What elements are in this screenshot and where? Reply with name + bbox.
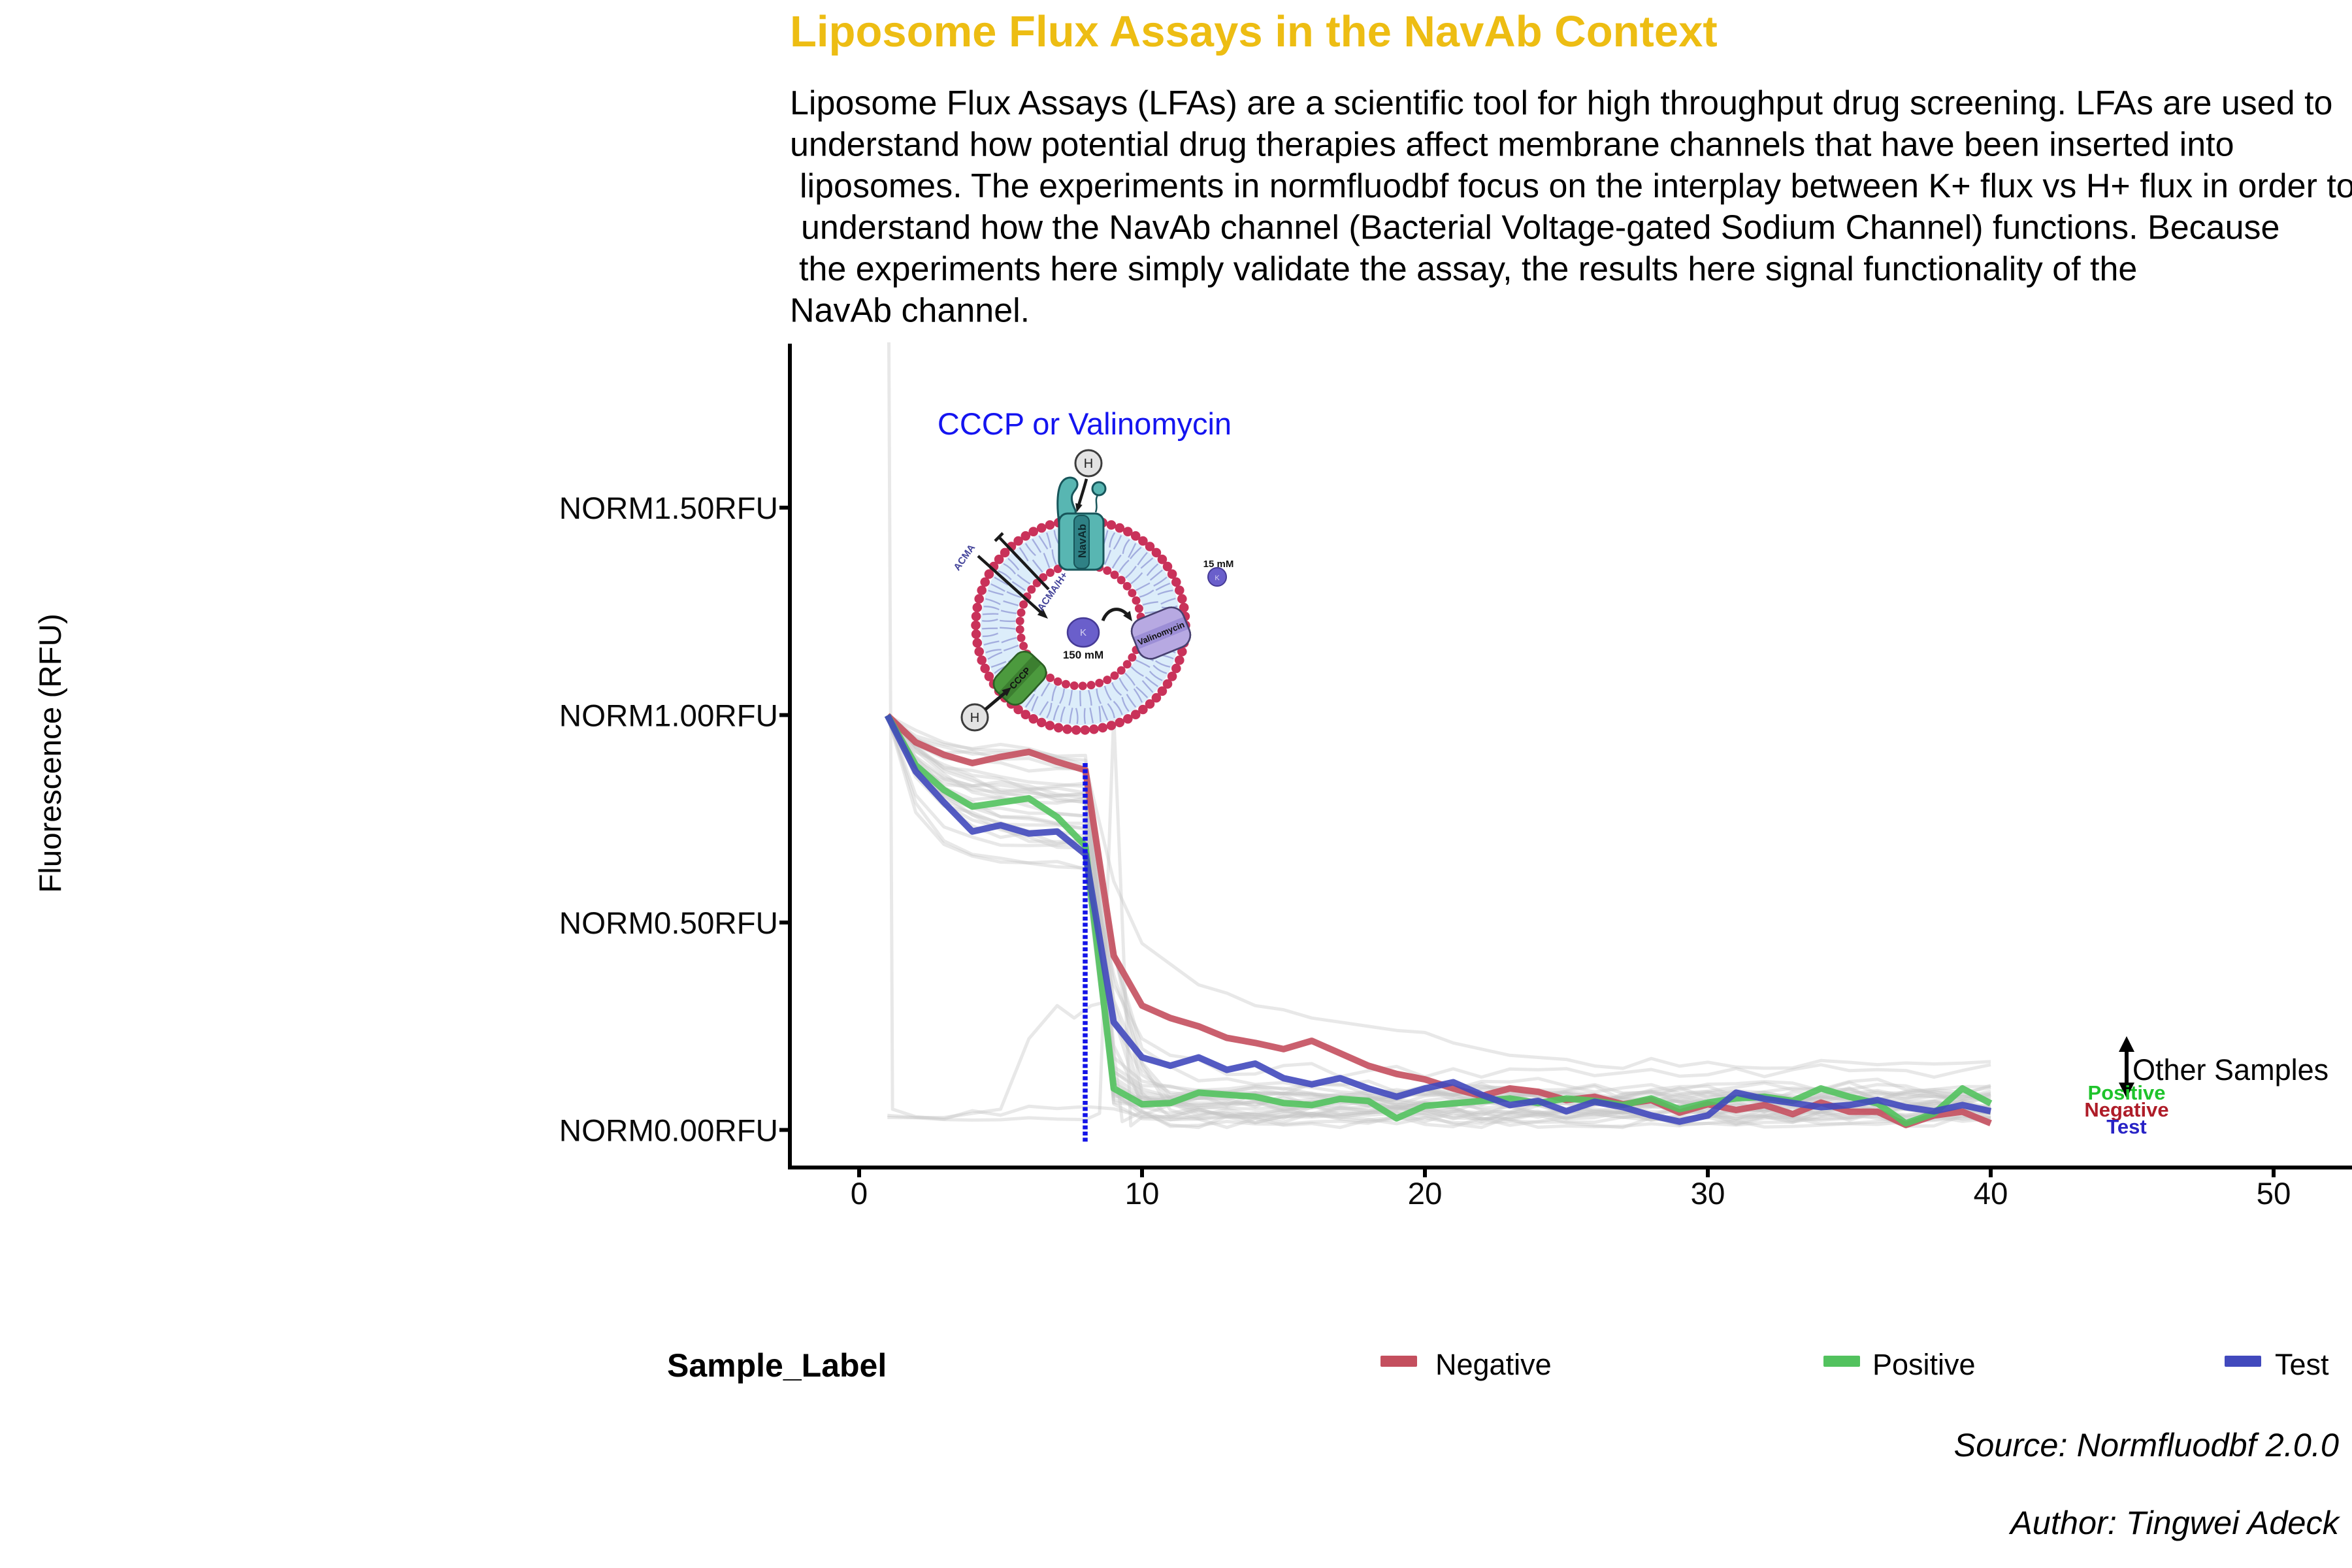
- svg-text:Liposome Flux Assays in the Na: Liposome Flux Assays in the NavAb Contex…: [790, 7, 1718, 56]
- svg-text:NORM1.50RFU: NORM1.50RFU: [559, 491, 778, 526]
- svg-text:50: 50: [2257, 1177, 2291, 1211]
- svg-text:Negative: Negative: [1435, 1348, 1552, 1381]
- svg-text:CCCP or Valinomycin: CCCP or Valinomycin: [938, 406, 1232, 441]
- svg-text:Author: Tingwei Adeck: Author: Tingwei Adeck: [2008, 1504, 2341, 1541]
- svg-text:20: 20: [1408, 1177, 1443, 1211]
- svg-text:30: 30: [1691, 1177, 1725, 1211]
- svg-text:Test: Test: [2275, 1348, 2329, 1381]
- svg-text:Fluorescence (RFU): Fluorescence (RFU): [33, 613, 68, 893]
- svg-text:150 mM: 150 mM: [1063, 649, 1103, 661]
- svg-text:understand how potential drug: understand how potential drug therapies …: [790, 126, 2234, 164]
- svg-text:NavAb channel.: NavAb channel.: [790, 292, 1030, 330]
- svg-text:Positive: Positive: [2088, 1081, 2166, 1104]
- svg-text:the experiments here simply va: the experiments here simply validate the…: [799, 250, 2137, 288]
- svg-text:NORM0.50RFU: NORM0.50RFU: [559, 906, 778, 941]
- svg-text:15 mM: 15 mM: [1203, 559, 1234, 570]
- svg-text:Test: Test: [2106, 1115, 2146, 1138]
- svg-text:liposomes. The experiments in: liposomes. The experiments in normfluodb…: [800, 167, 2352, 205]
- svg-text:Liposome Flux Assays (LFAs) ar: Liposome Flux Assays (LFAs) are a scient…: [790, 84, 2332, 122]
- svg-text:Negative: Negative: [2084, 1098, 2168, 1121]
- svg-text:K: K: [1215, 574, 1220, 582]
- svg-text:NORM1.00RFU: NORM1.00RFU: [559, 699, 778, 734]
- svg-text:Source: Normfluodbf 2.0.0: Source: Normfluodbf 2.0.0: [1954, 1426, 2339, 1463]
- svg-text:Positive: Positive: [1872, 1348, 1976, 1381]
- svg-text:K: K: [1080, 627, 1086, 638]
- svg-text:H: H: [970, 711, 979, 725]
- svg-text:Other Samples: Other Samples: [2132, 1053, 2328, 1086]
- svg-text:40: 40: [1974, 1177, 2008, 1211]
- svg-text:10: 10: [1125, 1177, 1160, 1211]
- svg-text:0: 0: [851, 1177, 868, 1211]
- svg-text:H: H: [1084, 457, 1093, 471]
- svg-text:understand how the NavAb chann: understand how the NavAb channel (Bacter…: [801, 209, 2279, 247]
- svg-text:NORM0.00RFU: NORM0.00RFU: [559, 1114, 778, 1149]
- svg-text:NavAb: NavAb: [1077, 524, 1088, 558]
- svg-text:Sample_Label: Sample_Label: [667, 1347, 887, 1384]
